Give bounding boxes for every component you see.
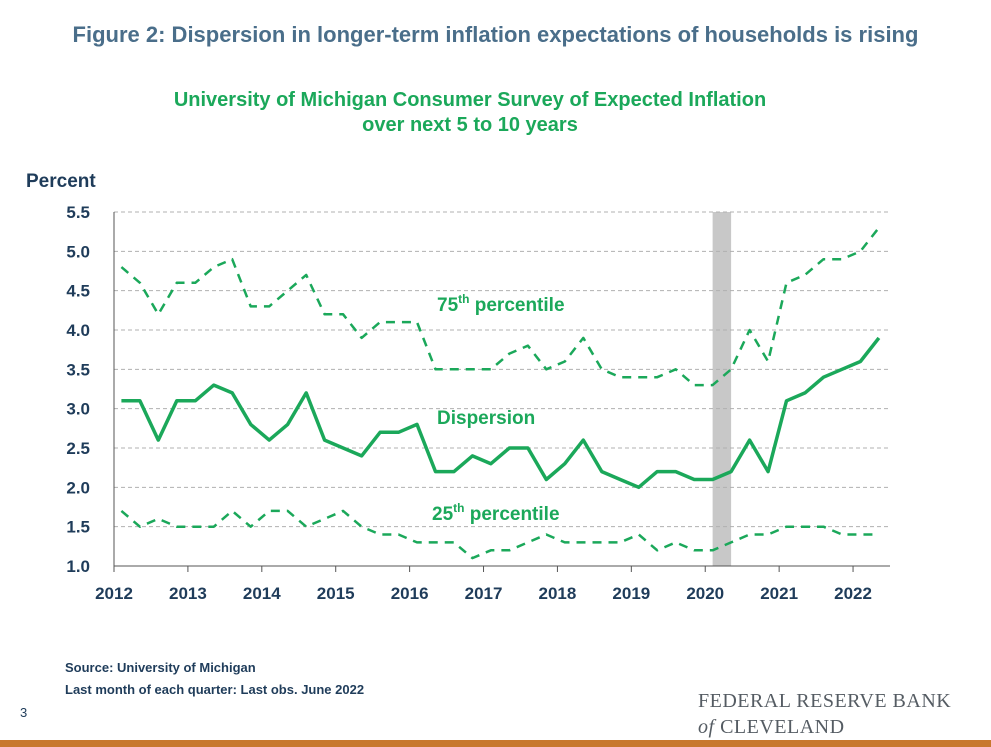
x-tick-label: 2013: [169, 584, 207, 603]
x-tick-label: 2017: [465, 584, 503, 603]
logo-line-2: of CLEVELAND: [698, 714, 951, 740]
recession-band: [712, 212, 732, 566]
x-tick-label: 2015: [317, 584, 355, 603]
y-tick-label: 5.0: [66, 242, 90, 261]
y-tick-label: 4.5: [66, 282, 90, 301]
y-tick-label: 3.0: [66, 400, 90, 419]
y-axis-label: Percent: [26, 171, 96, 192]
series-label: 75th percentile: [437, 292, 565, 316]
y-tick-label: 1.0: [66, 557, 90, 576]
series-line-75th-percentile: [120, 226, 880, 387]
y-tick-label: 1.5: [66, 518, 90, 537]
chart-title: University of Michigan Consumer Survey o…: [60, 88, 880, 138]
y-tick-label: 2.0: [66, 478, 90, 497]
page-number: 3: [20, 705, 28, 720]
x-tick-label: 2016: [391, 584, 429, 603]
source-note: Source: University of Michigan Last mont…: [65, 657, 364, 701]
x-tick-label: 2019: [612, 584, 650, 603]
chart-title-line-2: over next 5 to 10 years: [362, 114, 578, 136]
bottom-accent-bar: [0, 740, 991, 747]
logo-cleveland: CLEVELAND: [720, 716, 845, 738]
series-label: 25th percentile: [432, 501, 560, 525]
source-line-1: Source: University of Michigan: [65, 660, 256, 675]
series-line-25th-percentile: [120, 509, 879, 560]
chart-title-line-1: University of Michigan Consumer Survey o…: [173, 89, 767, 111]
federal-reserve-logo: FEDERAL RESERVE BANK of CLEVELAND: [698, 688, 951, 740]
logo-of: of: [698, 716, 715, 738]
y-tick-label: 4.0: [66, 321, 90, 340]
x-tick-label: 2021: [760, 584, 798, 603]
x-tick-label: 2018: [539, 584, 577, 603]
logo-line-1: FEDERAL RESERVE BANK: [698, 690, 952, 712]
x-tick-label: 2014: [243, 584, 281, 603]
x-tick-label: 2020: [686, 584, 724, 603]
x-tick-label: 2022: [834, 584, 872, 603]
y-tick-label: 3.5: [66, 360, 90, 379]
y-tick-label: 2.5: [66, 439, 90, 458]
y-tick-label: 5.5: [66, 203, 90, 222]
x-tick-label: 2012: [95, 584, 133, 603]
series-line-dispersion: [121, 336, 881, 490]
source-line-2: Last month of each quarter: Last obs. Ju…: [65, 682, 365, 697]
series-label: Dispersion: [437, 408, 535, 429]
figure-title: Figure 2: Dispersion in longer-term infl…: [72, 22, 919, 47]
